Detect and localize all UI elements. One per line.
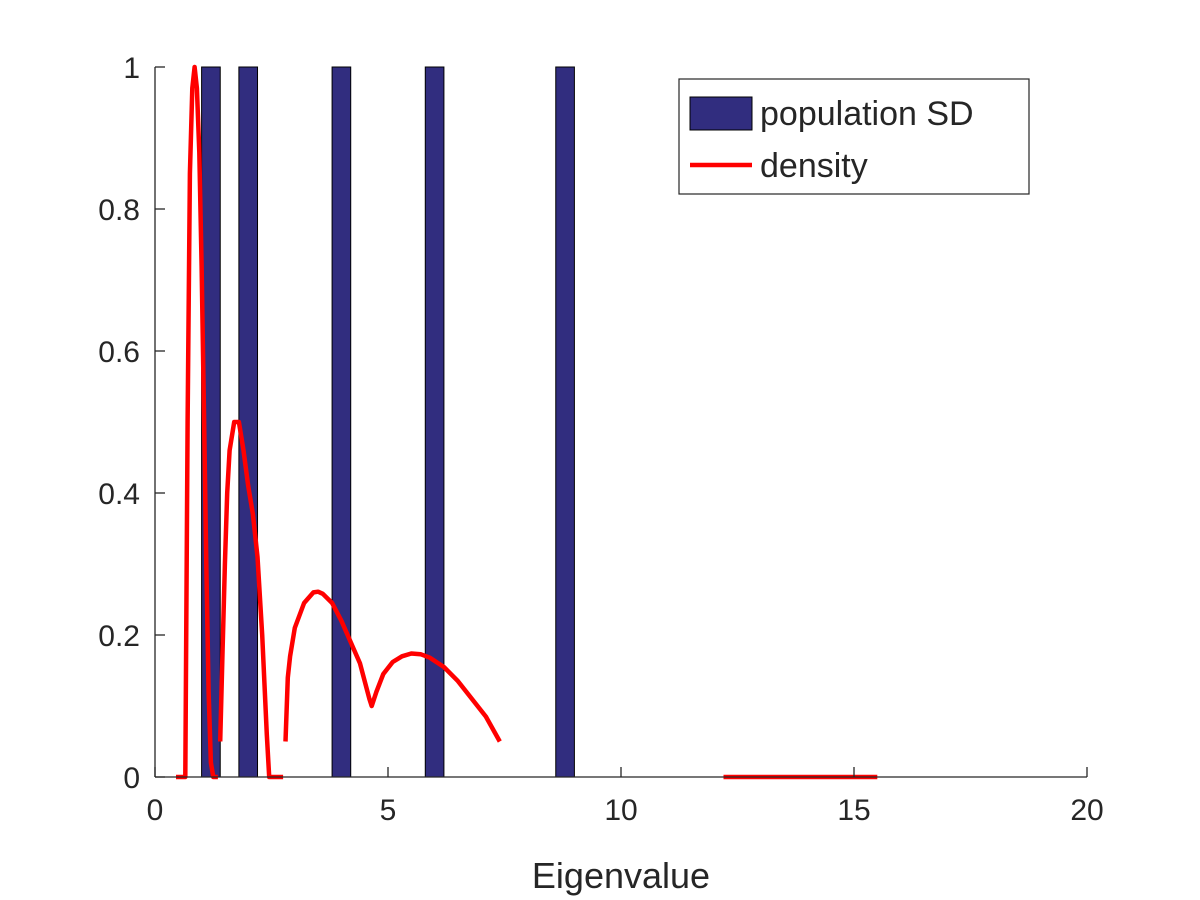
density-line-segment-2 (283, 589, 502, 743)
x-tick-label-2: 10 (604, 794, 637, 827)
x-tick-label-3: 15 (837, 794, 870, 827)
y-tick-label-0: 0 (123, 762, 140, 795)
bar-3 (424, 66, 445, 778)
y-tick-label-4: 0.8 (98, 194, 140, 227)
x-axis-label: Eigenvalue (532, 855, 710, 896)
x-ticks: 0 5 10 15 20 (147, 767, 1104, 827)
legend-label-density: density (760, 147, 868, 185)
bar-4 (555, 66, 575, 778)
y-tick-label-5: 1 (123, 52, 140, 85)
y-tick-label-2: 0.4 (98, 478, 140, 511)
legend: population SD density (678, 78, 1030, 195)
density-line-segment-1 (217, 419, 284, 780)
x-tick-label-1: 5 (380, 794, 397, 827)
y-ticks: 0 0.2 0.4 0.6 0.8 1 (98, 52, 165, 795)
y-tick-label-1: 0.2 (98, 620, 140, 653)
legend-label-population-sd: population SD (760, 95, 974, 133)
bar-2 (331, 66, 352, 778)
bar-1 (238, 66, 259, 778)
legend-swatch-population-sd (689, 96, 753, 131)
y-tick-label-3: 0.6 (98, 336, 140, 369)
x-tick-label-0: 0 (147, 794, 164, 827)
density-line-segment-0 (176, 64, 218, 780)
x-tick-label-4: 20 (1070, 794, 1103, 827)
bars-layer (201, 66, 575, 778)
